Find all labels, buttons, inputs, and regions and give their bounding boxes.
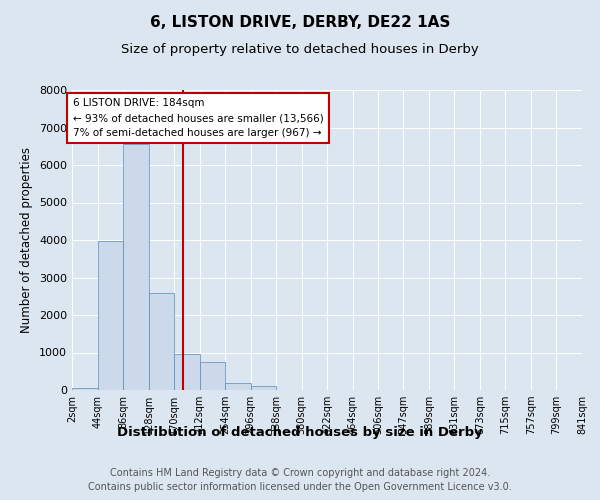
Text: 6 LISTON DRIVE: 184sqm
← 93% of detached houses are smaller (13,566)
7% of semi-: 6 LISTON DRIVE: 184sqm ← 93% of detached… <box>73 98 323 138</box>
Bar <box>225 382 251 390</box>
Text: Distribution of detached houses by size in Derby: Distribution of detached houses by size … <box>117 426 483 439</box>
Bar <box>174 354 200 390</box>
Bar <box>98 241 123 390</box>
Bar <box>251 386 276 390</box>
Text: Size of property relative to detached houses in Derby: Size of property relative to detached ho… <box>121 42 479 56</box>
Text: 6, LISTON DRIVE, DERBY, DE22 1AS: 6, LISTON DRIVE, DERBY, DE22 1AS <box>150 15 450 30</box>
Text: Contains public sector information licensed under the Open Government Licence v3: Contains public sector information licen… <box>88 482 512 492</box>
Bar <box>149 292 174 390</box>
Bar <box>123 144 149 390</box>
Bar <box>200 362 225 390</box>
Y-axis label: Number of detached properties: Number of detached properties <box>20 147 34 333</box>
Bar <box>72 388 98 390</box>
Text: Contains HM Land Registry data © Crown copyright and database right 2024.: Contains HM Land Registry data © Crown c… <box>110 468 490 477</box>
